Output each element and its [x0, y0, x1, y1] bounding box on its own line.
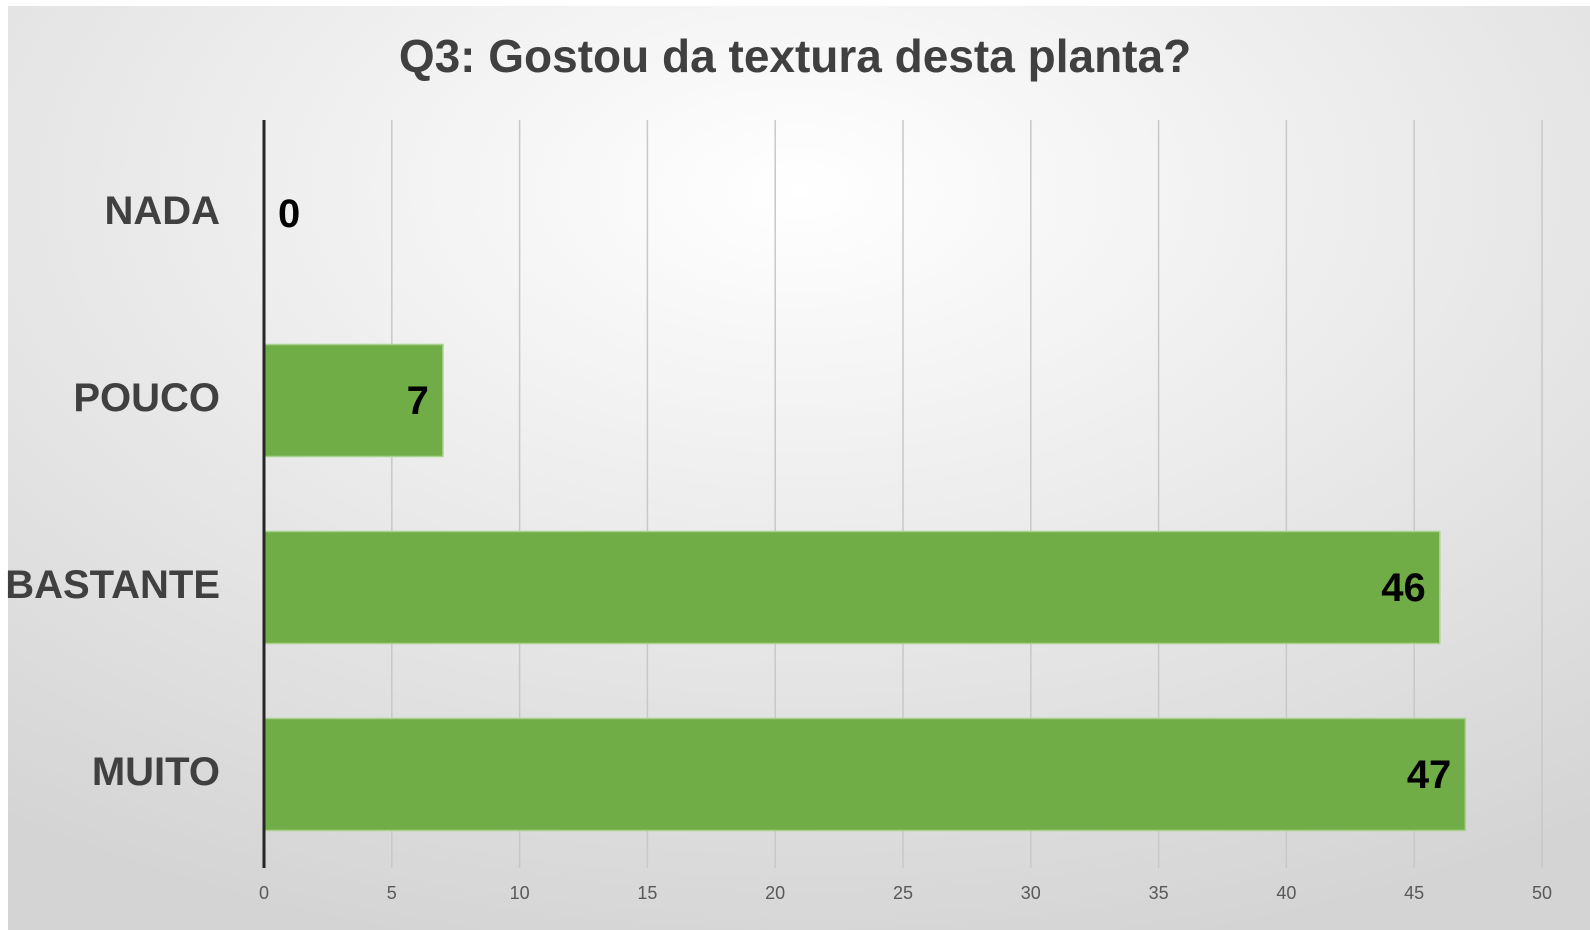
x-tick-label: 35: [1149, 883, 1169, 903]
x-tick-label: 0: [259, 883, 269, 903]
chart-title: Q3: Gostou da textura desta planta?: [399, 30, 1191, 82]
x-tick-label: 20: [765, 883, 785, 903]
data-label: 0: [278, 192, 300, 236]
y-tick-label: BASTANTE: [5, 563, 220, 607]
x-tick-label: 5: [387, 883, 397, 903]
x-tick-label: 45: [1404, 883, 1424, 903]
x-tick-label: 25: [893, 883, 913, 903]
bar: [263, 717, 1467, 832]
data-label: 7: [407, 379, 429, 423]
data-label: 46: [1381, 566, 1426, 610]
x-tick-label: 15: [637, 883, 657, 903]
y-tick-label: POUCO: [73, 376, 220, 420]
x-tick-label: 10: [510, 883, 530, 903]
data-label: 47: [1407, 753, 1452, 797]
bar: [263, 343, 444, 458]
bar: [263, 530, 1441, 645]
y-tick-label: MUITO: [92, 750, 220, 794]
y-tick-label: NADA: [104, 189, 220, 233]
x-tick-label: 40: [1276, 883, 1296, 903]
x-tick-label: 50: [1532, 883, 1552, 903]
x-tick-label: 30: [1021, 883, 1041, 903]
